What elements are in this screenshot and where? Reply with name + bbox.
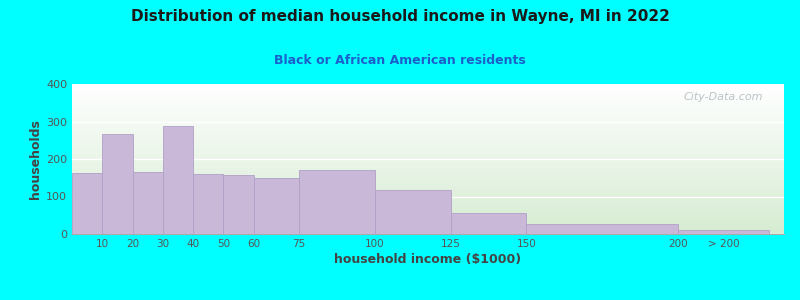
- Bar: [102, 134, 133, 234]
- Bar: [299, 170, 375, 234]
- Bar: [254, 178, 299, 234]
- Text: City-Data.com: City-Data.com: [683, 92, 762, 101]
- Bar: [678, 230, 769, 234]
- Bar: [163, 126, 193, 234]
- Y-axis label: households: households: [29, 119, 42, 199]
- Bar: [193, 174, 223, 234]
- Bar: [526, 224, 678, 234]
- Bar: [72, 173, 102, 234]
- Bar: [133, 172, 163, 234]
- X-axis label: household income ($1000): household income ($1000): [334, 253, 522, 266]
- Text: Black or African American residents: Black or African American residents: [274, 54, 526, 67]
- Bar: [375, 190, 450, 234]
- Bar: [450, 213, 526, 234]
- Text: Distribution of median household income in Wayne, MI in 2022: Distribution of median household income …: [130, 9, 670, 24]
- Bar: [223, 175, 254, 234]
